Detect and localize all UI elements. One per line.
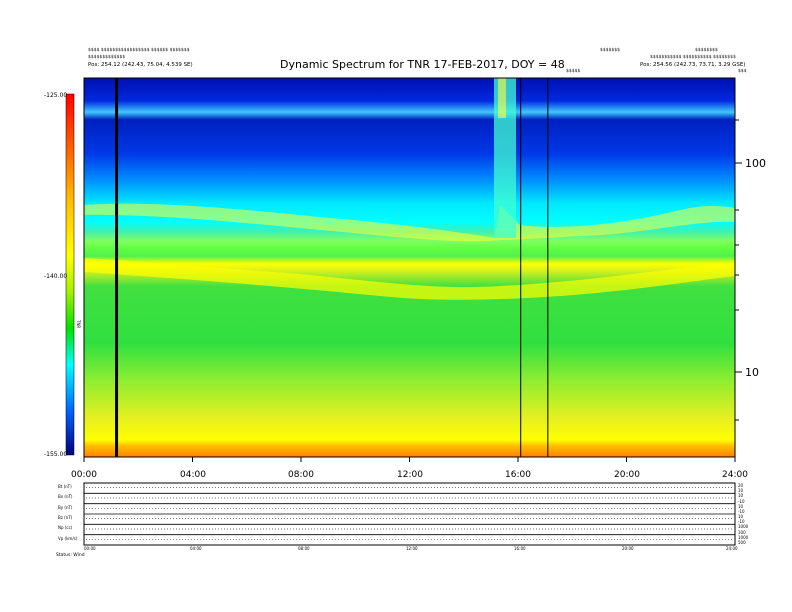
plasma-line-lower (84, 258, 735, 300)
x-tick-3: 12:00 (397, 470, 423, 480)
header-left-position: Pos: 254.12 (242.43, 75.04, 4.539 SE) (88, 62, 193, 68)
header-left-line-1: $$$$ $$$$$$$$$$$$$$$$$ $$$$$$ $$$$$$$ (88, 48, 190, 53)
lower-panel-label-0: Bt (nT) (58, 484, 72, 489)
lower-panel-right-tick-0-1: 10 (738, 488, 744, 494)
lower-panel-right-tick-4-0: 1000 (738, 524, 749, 530)
colorbar (65, 93, 75, 456)
lower-panel-right-tick-0-0: 20 (738, 483, 744, 488)
y-right-tick-100: 100 (745, 157, 766, 170)
lower-x-tick-6: 24:00 (726, 546, 738, 551)
lower-x-tick-3: 12:00 (406, 546, 418, 551)
header-right-top-1: $$$$$$$ (600, 48, 621, 53)
chart-title: Dynamic Spectrum for TNR 17-FEB-2017, DO… (280, 58, 565, 71)
lower-panel-right-tick-2-0: 10 (738, 503, 744, 509)
lower-panel-right-tick-3-1: -10 (738, 519, 745, 525)
lower-x-tick-5: 20:00 (622, 546, 634, 551)
lower-panel-right-tick-5-1: 500 (738, 540, 746, 545)
lower-panel-label-4: Np (cc) (58, 525, 73, 531)
right-axis (735, 119, 742, 421)
lower-x-tick-4: 16:00 (514, 546, 526, 551)
colorbar-tick-bottom: -155.00 (44, 451, 68, 458)
footer-status: Status: Wind (56, 553, 85, 558)
plasma-line-band (84, 203, 735, 242)
lower-panel-right-tick-5-0: 1000 (738, 534, 749, 540)
x-ticks (83, 457, 736, 462)
colorbar-label: TNR (76, 320, 81, 329)
x-tick-6: 24:00 (722, 470, 748, 480)
top-right-tag: $$$ (738, 69, 747, 74)
lower-panels (84, 487, 735, 540)
lower-panel-right-tick-1-0: 10 (738, 493, 744, 499)
lower-panel-right-tick-4-1: 100 (738, 529, 746, 535)
lower-x-tick-1: 04:00 (190, 546, 202, 551)
lower-panel-label-2: By (nT) (58, 504, 73, 510)
event-label: $$$$$ (566, 69, 581, 74)
lower-panel-right-tick-1-1: -10 (738, 498, 745, 504)
x-tick-1: 04:00 (180, 470, 206, 480)
x-tick-2: 08:00 (288, 470, 314, 480)
colorbar-tick-mid: -140.00 (44, 273, 68, 280)
lower-panel-label-1: Bx (nT) (58, 494, 73, 500)
header-right-mid: $$$$$$$$$$$ $$$$$$$$$$ $$$$$$$$ (650, 55, 736, 60)
y-right-tick-10: 10 (745, 366, 759, 379)
vertical-lines (115, 78, 549, 457)
burst-core (498, 78, 506, 118)
colorbar-tick-top: -125.00 (44, 92, 68, 99)
lower-x-tick-2: 08:00 (298, 546, 310, 551)
lower-panel-right-tick-2-1: -10 (738, 509, 745, 514)
x-tick-5: 20:00 (614, 470, 640, 480)
header-right-position: Pos: 254.56 (242.73, 73.71, 3.29 GSE) (640, 62, 746, 68)
lower-panel-label-3: Bz (nT) (58, 515, 73, 520)
x-tick-0: 00:00 (71, 470, 97, 480)
x-tick-4: 16:00 (505, 470, 531, 480)
lower-panel-right-tick-3-0: 10 (738, 514, 744, 519)
header-right-top-2: $$$$$$$$ (695, 48, 718, 53)
lower-x-tick-0: 00:00 (84, 546, 96, 551)
lower-panel-label-5: Vp (km/s) (58, 535, 78, 541)
header-left-line-2: $$$$$$$$$$$$$ (88, 55, 126, 60)
